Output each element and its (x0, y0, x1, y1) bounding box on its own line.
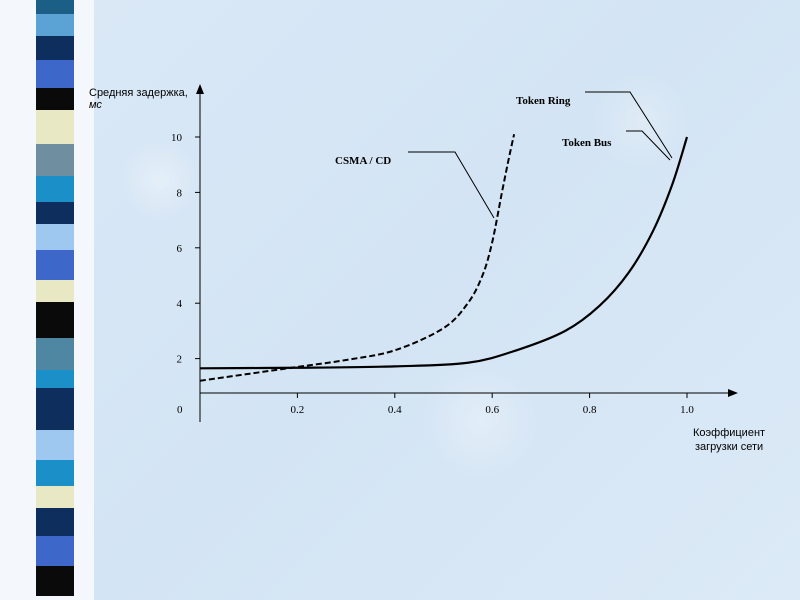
y-axis-arrow (196, 84, 204, 94)
stripe-block (36, 388, 74, 430)
x-tick-label: 1.0 (680, 404, 694, 416)
stripe-block (36, 566, 74, 596)
x-axis-title-line2: загрузки сети (695, 441, 763, 453)
stripe-block (36, 60, 74, 88)
y-tick-label: 4 (177, 298, 183, 310)
stripe-block (36, 144, 74, 176)
y-axis-title-line1: Средняя задержка, (89, 87, 188, 99)
series-label-token-ring: Token Ring (516, 95, 571, 107)
stripe-block (36, 430, 74, 460)
y-tick-label: 2 (177, 354, 183, 366)
x-tick-label: 0.6 (485, 404, 499, 416)
stripe-block (36, 14, 74, 36)
x-axis-arrow (728, 389, 738, 397)
series-label-csma-cd: CSMA / CD (335, 155, 391, 167)
token-bus-leader-line (626, 130, 671, 161)
stripe-block (36, 370, 74, 388)
series-label-token-bus: Token Bus (562, 137, 612, 149)
stripe-block (36, 536, 74, 566)
series-line-token-ring (199, 136, 689, 370)
stripe-block (36, 36, 74, 60)
stripe-block (36, 338, 74, 370)
stripe-block (36, 88, 74, 110)
y-axis-title-line2: мс (89, 99, 102, 111)
stripe-block (36, 486, 74, 508)
stripe-column (36, 0, 74, 600)
csma-cd-leader-line (408, 151, 495, 219)
x-tick-label: 0.8 (583, 404, 597, 416)
stripe-block (36, 202, 74, 224)
decorative-stripe-bar (0, 0, 94, 600)
stripe-block (36, 224, 74, 250)
token-ring-leader-line (585, 91, 673, 159)
x-tick-label: 0.2 (291, 404, 305, 416)
x-tick-label: 0.4 (388, 404, 402, 416)
series-line-csma-cd (199, 134, 516, 382)
stripe-block (36, 110, 74, 144)
stripe-block (36, 0, 74, 14)
stripe-block (36, 176, 74, 202)
ticks: 0.2 0.4 0.6 0.8 1.0 2 4 6 8 10 (171, 132, 694, 416)
y-tick-label: 6 (177, 243, 183, 255)
x-axis-title-line1: Коэффициент (693, 427, 765, 439)
y-tick-label: 8 (177, 187, 183, 199)
series-lines (199, 134, 689, 382)
stripe-block (36, 302, 74, 338)
stripe-block (36, 280, 74, 302)
stripe-block (36, 460, 74, 486)
axes (196, 84, 738, 422)
origin-label: 0 (177, 404, 183, 416)
stripe-block (36, 508, 74, 536)
y-tick-label: 10 (171, 132, 183, 144)
stripe-block (36, 250, 74, 280)
